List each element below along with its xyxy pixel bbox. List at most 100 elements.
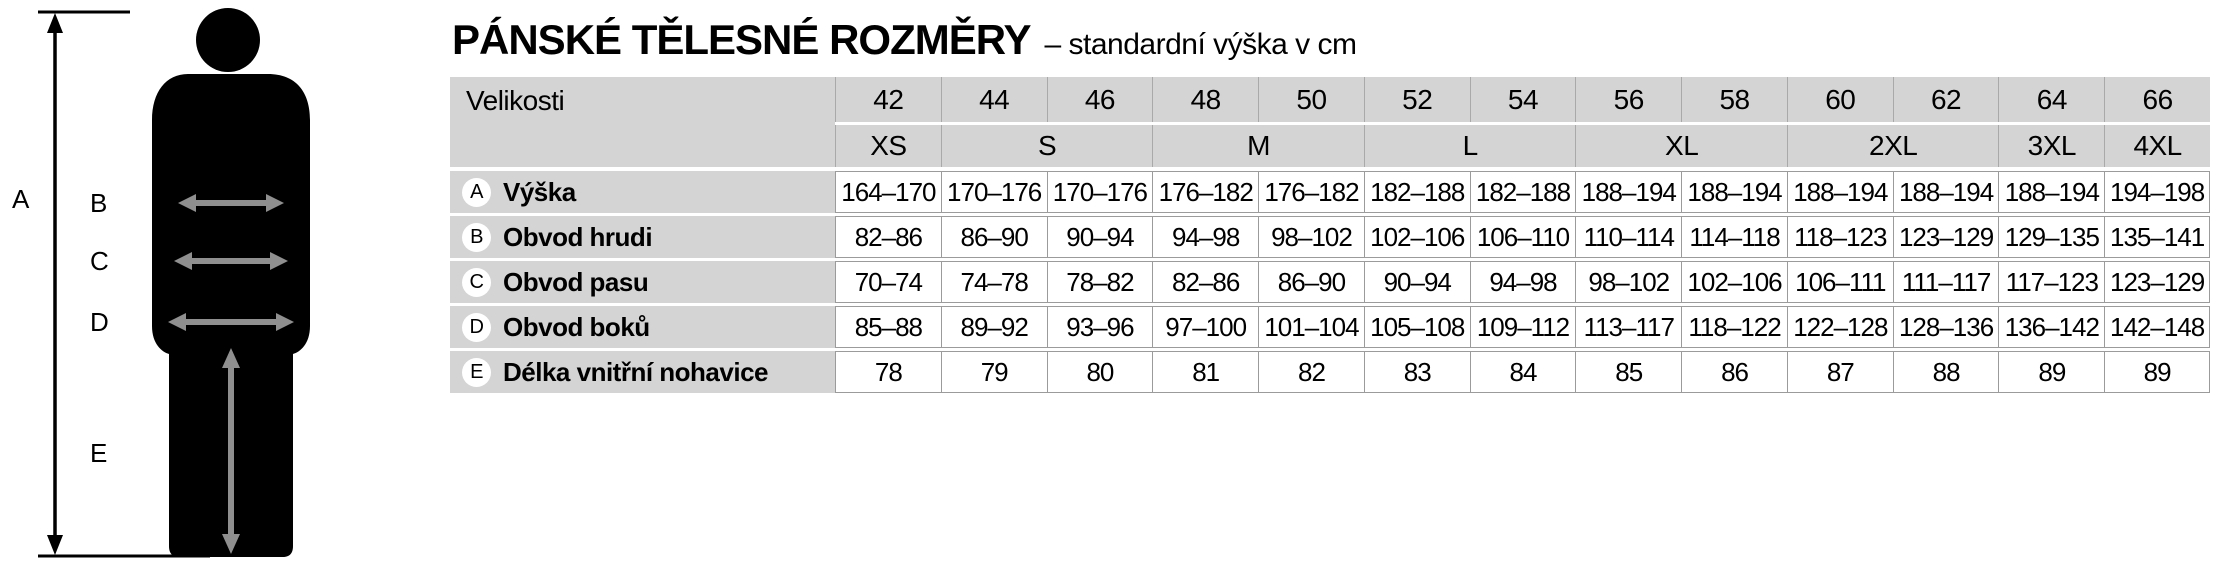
table-row: B Obvod hrudi 82–86 86–90 90–94 94–98 98–102 10…	[450, 216, 2210, 258]
row-label: D Obvod boků	[450, 306, 835, 348]
value-cell: 111–117	[1892, 261, 1999, 303]
hip-arrow	[168, 313, 294, 331]
value-cell: 182–188	[1469, 171, 1576, 213]
size-header-cell: 64	[1998, 77, 2105, 122]
size-group-cell: L	[1363, 125, 1576, 167]
value-cell: 90–94	[1046, 216, 1153, 258]
row-label-text: Obvod pasu	[503, 266, 649, 297]
size-header-cell: 46	[1046, 77, 1153, 122]
value-cell: 86–90	[1258, 261, 1364, 303]
value-cell: 188–194	[1998, 171, 2105, 213]
value-cell: 84	[1469, 351, 1576, 393]
diagram-label-d: D	[90, 307, 109, 337]
size-group-cell: 4XL	[2104, 125, 2210, 167]
body-measurement-diagram: A B C D E	[12, 8, 310, 558]
size-group-cell: 2XL	[1786, 125, 1999, 167]
value-cell: 188–194	[1681, 171, 1787, 213]
size-header-cell: 60	[1786, 77, 1893, 122]
inner-leg-arrow	[222, 348, 240, 554]
row-label: A Výška	[450, 171, 835, 213]
value-cell: 70–74	[835, 261, 941, 303]
value-cell: 113–117	[1575, 306, 1682, 348]
row-letter-badge: E	[462, 357, 491, 387]
value-cell: 170–176	[1046, 171, 1153, 213]
value-cell: 123–129	[1892, 216, 1999, 258]
value-cell: 90–94	[1363, 261, 1470, 303]
value-cell: 79	[940, 351, 1047, 393]
chest-arrow	[178, 194, 284, 212]
size-header-cell: 56	[1575, 77, 1682, 122]
corner-cell-velikosti: Velikosti	[450, 77, 835, 167]
value-cell: 170–176	[940, 171, 1047, 213]
value-cell: 98–102	[1575, 261, 1682, 303]
diagram-label-c: C	[90, 246, 109, 276]
value-cell: 106–111	[1786, 261, 1893, 303]
value-cell: 129–135	[1998, 216, 2105, 258]
row-label-text: Výška	[503, 176, 576, 207]
value-cell: 188–194	[1892, 171, 1999, 213]
size-group-cell: XL	[1575, 125, 1787, 167]
value-cell: 85	[1575, 351, 1682, 393]
value-cell: 123–129	[2104, 261, 2210, 303]
row-label-text: Obvod boků	[503, 311, 650, 342]
size-table: Velikosti 42 44 46 48 50 52 54 56 58 60 62 64 66 XS S M…	[450, 77, 2210, 396]
table-row: E Délka vnitřní nohavice 78 79 80 81 82 83 84 85 8…	[450, 351, 2210, 393]
table-row: A Výška 164–170 170–176 170–176 176–182 176–18…	[450, 171, 2210, 213]
value-cell: 101–104	[1258, 306, 1364, 348]
row-label: B Obvod hrudi	[450, 216, 835, 258]
value-cell: 194–198	[2104, 171, 2210, 213]
value-cell: 102–106	[1681, 261, 1787, 303]
silhouette-head	[196, 8, 260, 72]
value-cell: 80	[1046, 351, 1153, 393]
value-cell: 118–123	[1786, 216, 1893, 258]
value-cell: 97–100	[1152, 306, 1259, 348]
size-header-cell: 44	[940, 77, 1047, 122]
value-cell: 118–122	[1681, 306, 1787, 348]
value-cell: 82–86	[1152, 261, 1259, 303]
value-cell: 142–148	[2104, 306, 2210, 348]
height-arrow	[47, 13, 63, 555]
value-cell: 102–106	[1363, 216, 1470, 258]
value-cell: 98–102	[1258, 216, 1364, 258]
value-cell: 136–142	[1998, 306, 2105, 348]
value-cell: 87	[1786, 351, 1893, 393]
waist-arrow	[174, 252, 288, 270]
size-group-cell: XS	[835, 125, 941, 167]
value-cell: 109–112	[1469, 306, 1576, 348]
diagram-label-e: E	[90, 438, 107, 468]
size-header-cell: 52	[1363, 77, 1470, 122]
value-cell: 86–90	[940, 216, 1047, 258]
value-cell: 94–98	[1469, 261, 1576, 303]
size-header-cell: 50	[1258, 77, 1364, 122]
value-cell: 88	[1892, 351, 1999, 393]
value-cell: 94–98	[1152, 216, 1259, 258]
value-cell: 164–170	[835, 171, 941, 213]
value-cell: 106–110	[1469, 216, 1576, 258]
value-cell: 122–128	[1786, 306, 1893, 348]
page-title-subtitle: – standardní výška v cm	[1044, 28, 1357, 61]
value-cell: 135–141	[2104, 216, 2210, 258]
value-cell: 188–194	[1786, 171, 1893, 213]
size-header-cell: 66	[2104, 77, 2210, 122]
size-header-cell: 62	[1892, 77, 1999, 122]
row-letter-badge: D	[462, 312, 491, 342]
value-cell: 105–108	[1363, 306, 1470, 348]
row-label: E Délka vnitřní nohavice	[450, 351, 835, 393]
size-group-cell: M	[1152, 125, 1364, 167]
value-cell: 78–82	[1046, 261, 1153, 303]
value-cell: 188–194	[1575, 171, 1682, 213]
silhouette-body	[152, 74, 310, 557]
value-cell: 81	[1152, 351, 1259, 393]
value-cell: 89–92	[940, 306, 1047, 348]
value-cell: 78	[835, 351, 941, 393]
row-label-text: Obvod hrudi	[503, 221, 653, 252]
table-header: Velikosti 42 44 46 48 50 52 54 56 58 60 62 64 66 XS S M…	[450, 77, 2210, 167]
value-cell: 182–188	[1363, 171, 1470, 213]
value-cell: 83	[1363, 351, 1470, 393]
size-header-cell: 48	[1152, 77, 1259, 122]
table-row: C Obvod pasu 70–74 74–78 78–82 82–86 86–90 90–9…	[450, 261, 2210, 303]
value-cell: 89	[1998, 351, 2105, 393]
value-cell: 117–123	[1998, 261, 2105, 303]
value-cell: 82–86	[835, 216, 941, 258]
